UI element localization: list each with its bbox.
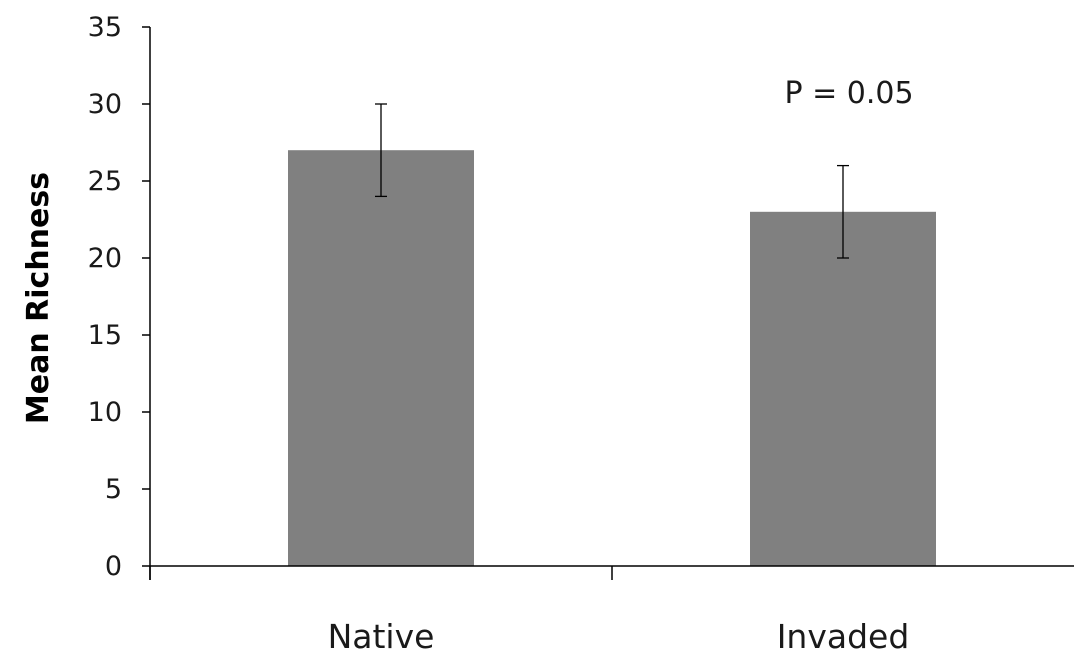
y-tick-label: 0: [105, 551, 122, 582]
category-labels: Native Invaded: [328, 617, 910, 656]
y-tick-label: 25: [88, 166, 122, 197]
y-tick-label: 30: [88, 89, 122, 120]
y-axis-title: Mean Richness: [21, 172, 56, 424]
y-tick-label: 15: [88, 320, 122, 351]
y-tick-label: 20: [88, 243, 122, 274]
bars: [288, 150, 936, 567]
y-axis-ticks: 0 5 10 15 20 25 30 35: [88, 12, 150, 582]
x-axis-ticks: [149, 566, 613, 580]
y-tick-label: 5: [105, 474, 122, 505]
category-label-native: Native: [328, 617, 435, 656]
category-label-invaded: Invaded: [777, 617, 910, 656]
y-tick-label: 10: [88, 397, 122, 428]
error-bars: [375, 103, 849, 259]
bar-invaded: [750, 211, 936, 567]
p-value-annotation: P = 0.05: [784, 76, 913, 111]
bar-native: [288, 150, 474, 566]
y-tick-label: 35: [88, 12, 122, 43]
